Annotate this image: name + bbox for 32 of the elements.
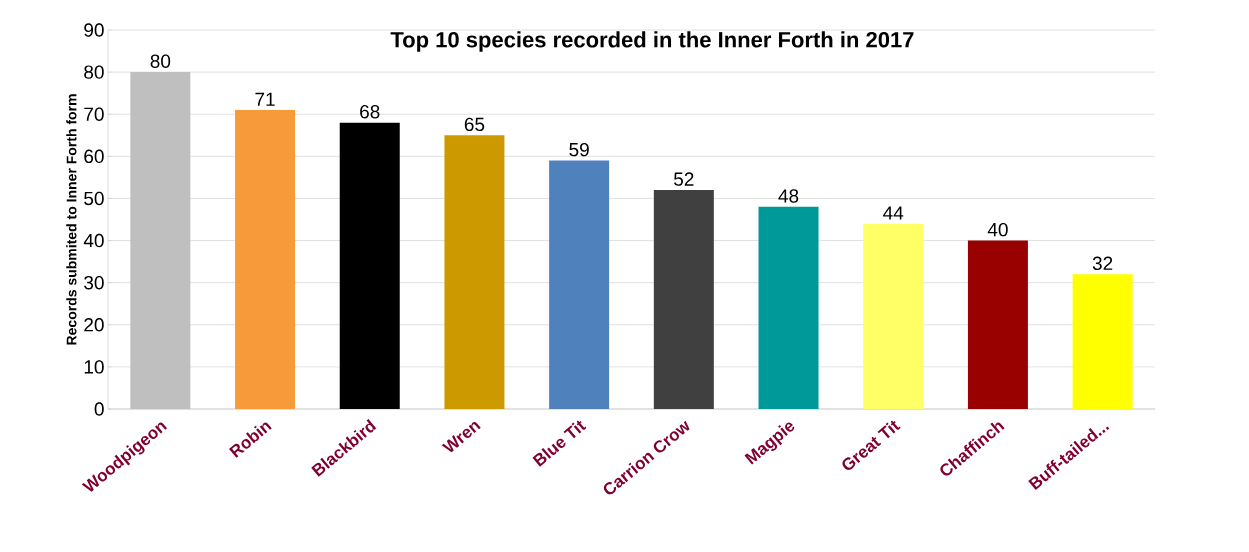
bar: [130, 72, 191, 409]
data-label: 71: [255, 92, 275, 106]
chart-title: Top 10 species recorded in the Inner Forth in 2017: [390, 31, 914, 52]
y-axis-title: Records submited to Inner Forth form: [66, 94, 77, 345]
data-label: 65: [464, 117, 485, 132]
bar: [549, 160, 610, 409]
bar: [967, 240, 1028, 409]
bar: [444, 135, 505, 409]
y-tick-label: 50: [84, 191, 104, 206]
y-tick-label: 10: [84, 360, 104, 374]
bar: [758, 206, 819, 409]
y-tick-label: 80: [84, 65, 104, 79]
data-label: 48: [778, 189, 799, 203]
bar: [235, 110, 296, 409]
data-label: 80: [150, 54, 171, 68]
y-tick-label: 40: [83, 233, 104, 248]
bar: [863, 223, 924, 409]
data-label: 59: [569, 142, 589, 157]
y-tick-label: 60: [84, 149, 104, 164]
y-tick-label: 70: [84, 107, 104, 121]
data-label: 68: [360, 104, 380, 119]
data-label: 52: [674, 172, 694, 186]
data-label: 40: [987, 222, 1008, 237]
bar: [339, 122, 400, 409]
data-label: 32: [1092, 256, 1113, 271]
bar: [653, 190, 714, 409]
data-label: 44: [883, 206, 904, 220]
y-tick-label: 20: [84, 318, 104, 332]
bar: [1072, 274, 1133, 409]
y-tick-label: 0: [94, 402, 104, 416]
y-tick-label: 30: [84, 275, 104, 290]
y-tick-label: 90: [84, 23, 104, 37]
